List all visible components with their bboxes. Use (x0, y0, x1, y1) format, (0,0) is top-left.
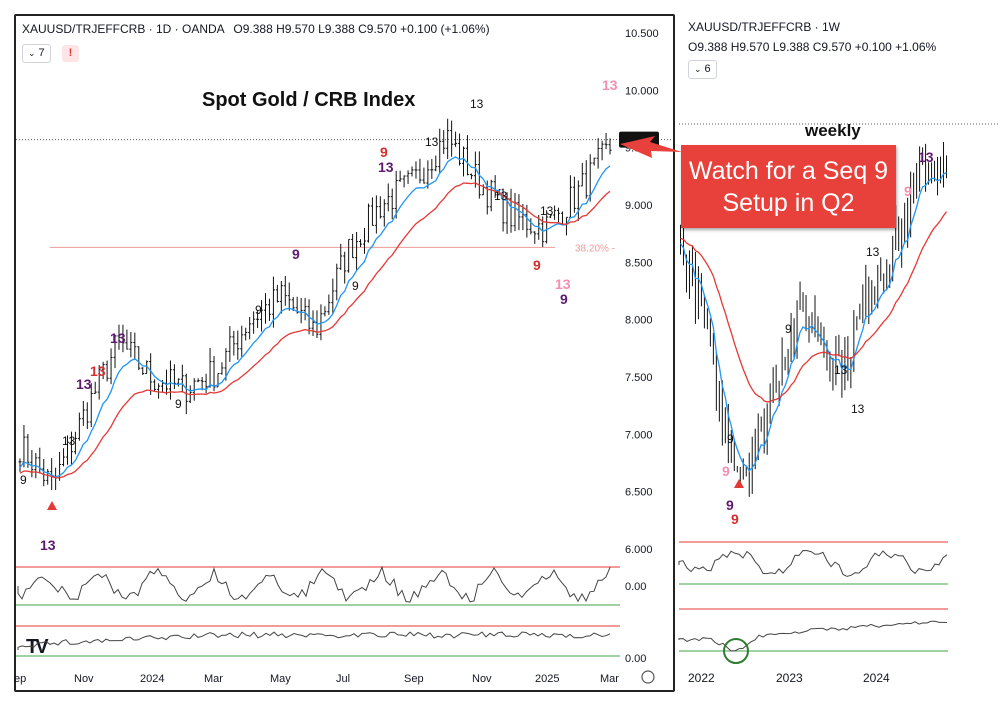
x-axis-tick-label: Mar (600, 673, 619, 685)
weekly-ohlc: O9.388 H9.570 L9.388 C9.570 +0.100 +1.06… (688, 40, 937, 54)
slow-moving-average (19, 182, 611, 479)
weekly-x-axis-tick-label: 2022 (688, 671, 715, 685)
daily-symbol: XAUUSD/TRJEFFCRB · 1D · OANDA (22, 22, 225, 36)
osc2-level-label: 0.00 (625, 653, 646, 665)
seq-count-label: 9 (533, 257, 541, 273)
weekly-x-axis-tick-label: 2024 (863, 671, 890, 685)
weekly-indicator-count: 6 (704, 63, 711, 75)
fast-moving-average (19, 156, 611, 478)
seq-count-label: 13 (555, 276, 571, 292)
weekly-seq-count-label: 13 (866, 245, 880, 259)
weekly-seq-count-label: 9 (904, 183, 912, 199)
chevron-down-icon: ⌄ (694, 64, 702, 74)
x-axis-tick-label: Nov (472, 673, 492, 685)
tradingview-logo: TV (26, 636, 48, 658)
oscillator-2-line (17, 631, 611, 650)
weekly-seq-count-label: 13 (918, 149, 934, 165)
y-axis-tick-label: 9.000 (625, 200, 653, 212)
weekly-seq-count-label: 13 (834, 363, 848, 377)
settings-gear-icon (641, 670, 655, 684)
x-axis-tick-label: 2024 (140, 673, 164, 685)
seq-count-label: 9 (352, 279, 359, 293)
seq-count-label: 13 (378, 159, 394, 175)
weekly-label: weekly (804, 121, 861, 140)
weekly-symbol: XAUUSD/TRJEFFCRB · 1W (688, 20, 841, 34)
daily-price-bars (18, 118, 612, 491)
weekly-seq-count-label: 9 (727, 432, 734, 446)
callout-box: Watch for a Seq 9 Setup in Q2 (681, 145, 896, 228)
weekly-seq-count-label: 9 (722, 463, 730, 479)
daily-chart-panel[interactable]: XAUUSD/TRJEFFCRB · 1D · OANDA O9.388 H9.… (14, 14, 675, 692)
weekly-buy-arrow-icon (734, 479, 744, 488)
weekly-slow-moving-average (680, 211, 948, 403)
y-axis-tick-label: 8.000 (625, 315, 653, 327)
seq-count-label: 13 (470, 97, 484, 111)
seq-count-label: 9 (175, 397, 182, 411)
weekly-seq-count-label: 9 (785, 322, 792, 336)
highlight-circle (723, 638, 749, 664)
weekly-fast-moving-average (679, 171, 947, 472)
weekly-seq-count-label: 9 (731, 511, 739, 527)
y-axis-tick-label: 7.500 (625, 372, 653, 384)
buy-arrow-icon (47, 501, 57, 510)
x-axis-tick-label: Jul (336, 673, 350, 685)
oscillator-1-line (17, 565, 611, 603)
seq-count-label: 13 (425, 135, 439, 149)
seq-count-label: 13 (40, 537, 56, 553)
weekly-seq-count-label: 13 (851, 402, 865, 416)
weekly-seq-count-label: 9 (726, 497, 734, 513)
x-axis-tick-label: Mar (204, 673, 223, 685)
x-axis-tick-label: May (270, 673, 291, 685)
osc1-level-label: 0.00 (625, 581, 646, 593)
daily-indicators-toggle[interactable]: ⌄ 7 (22, 44, 51, 63)
weekly-x-axis-tick-label: 2023 (776, 671, 803, 685)
seq-count-label: 9 (20, 473, 27, 487)
seq-count-label: 13 (110, 330, 126, 346)
seq-count-label: 13 (90, 363, 106, 379)
seq-count-label: 13 (494, 189, 508, 203)
chart-title: Spot Gold / CRB Index (202, 89, 415, 111)
warning-icon[interactable]: ! (62, 45, 79, 62)
daily-indicator-count: 7 (38, 47, 45, 59)
y-axis-tick-label: 6.000 (625, 544, 653, 556)
seq-count-label: 13 (76, 376, 92, 392)
weekly-oscillator-1-line (678, 549, 948, 577)
seq-count-label: 9 (255, 303, 262, 317)
y-axis-tick-label: 10.500 (625, 28, 659, 40)
y-axis-tick-label: 7.000 (625, 429, 653, 441)
y-axis-tick-label: 8.500 (625, 257, 653, 269)
x-axis-tick-label: 2025 (535, 673, 559, 685)
weekly-symbol-header: XAUUSD/TRJEFFCRB · 1W (688, 20, 840, 34)
daily-symbol-header: XAUUSD/TRJEFFCRB · 1D · OANDA O9.388 H9.… (22, 22, 490, 36)
seq-count-label: 9 (380, 144, 388, 160)
y-axis-tick-label: 6.500 (625, 487, 653, 499)
chevron-down-icon: ⌄ (28, 48, 36, 58)
x-axis-tick-label: Sep (404, 673, 424, 685)
fib-level-label: 38.20% - (575, 243, 615, 254)
x-axis-tick-label: ep (14, 673, 26, 685)
weekly-indicators-toggle[interactable]: ⌄ 6 (688, 60, 717, 79)
callout-arrow-icon (620, 136, 682, 158)
seq-count-label: 9 (292, 246, 300, 262)
x-axis-tick-label: Nov (74, 673, 94, 685)
weekly-oscillator-2-line (678, 620, 948, 652)
daily-ohlc: O9.388 H9.570 L9.388 C9.570 +0.100 (+1.0… (233, 22, 490, 36)
seq-count-label: 13 (540, 204, 554, 218)
seq-count-label: 13 (62, 434, 76, 448)
seq-count-label: 9 (560, 291, 568, 307)
y-axis-tick-label: 10.000 (625, 85, 659, 97)
seq-count-label: 13 (602, 77, 618, 93)
